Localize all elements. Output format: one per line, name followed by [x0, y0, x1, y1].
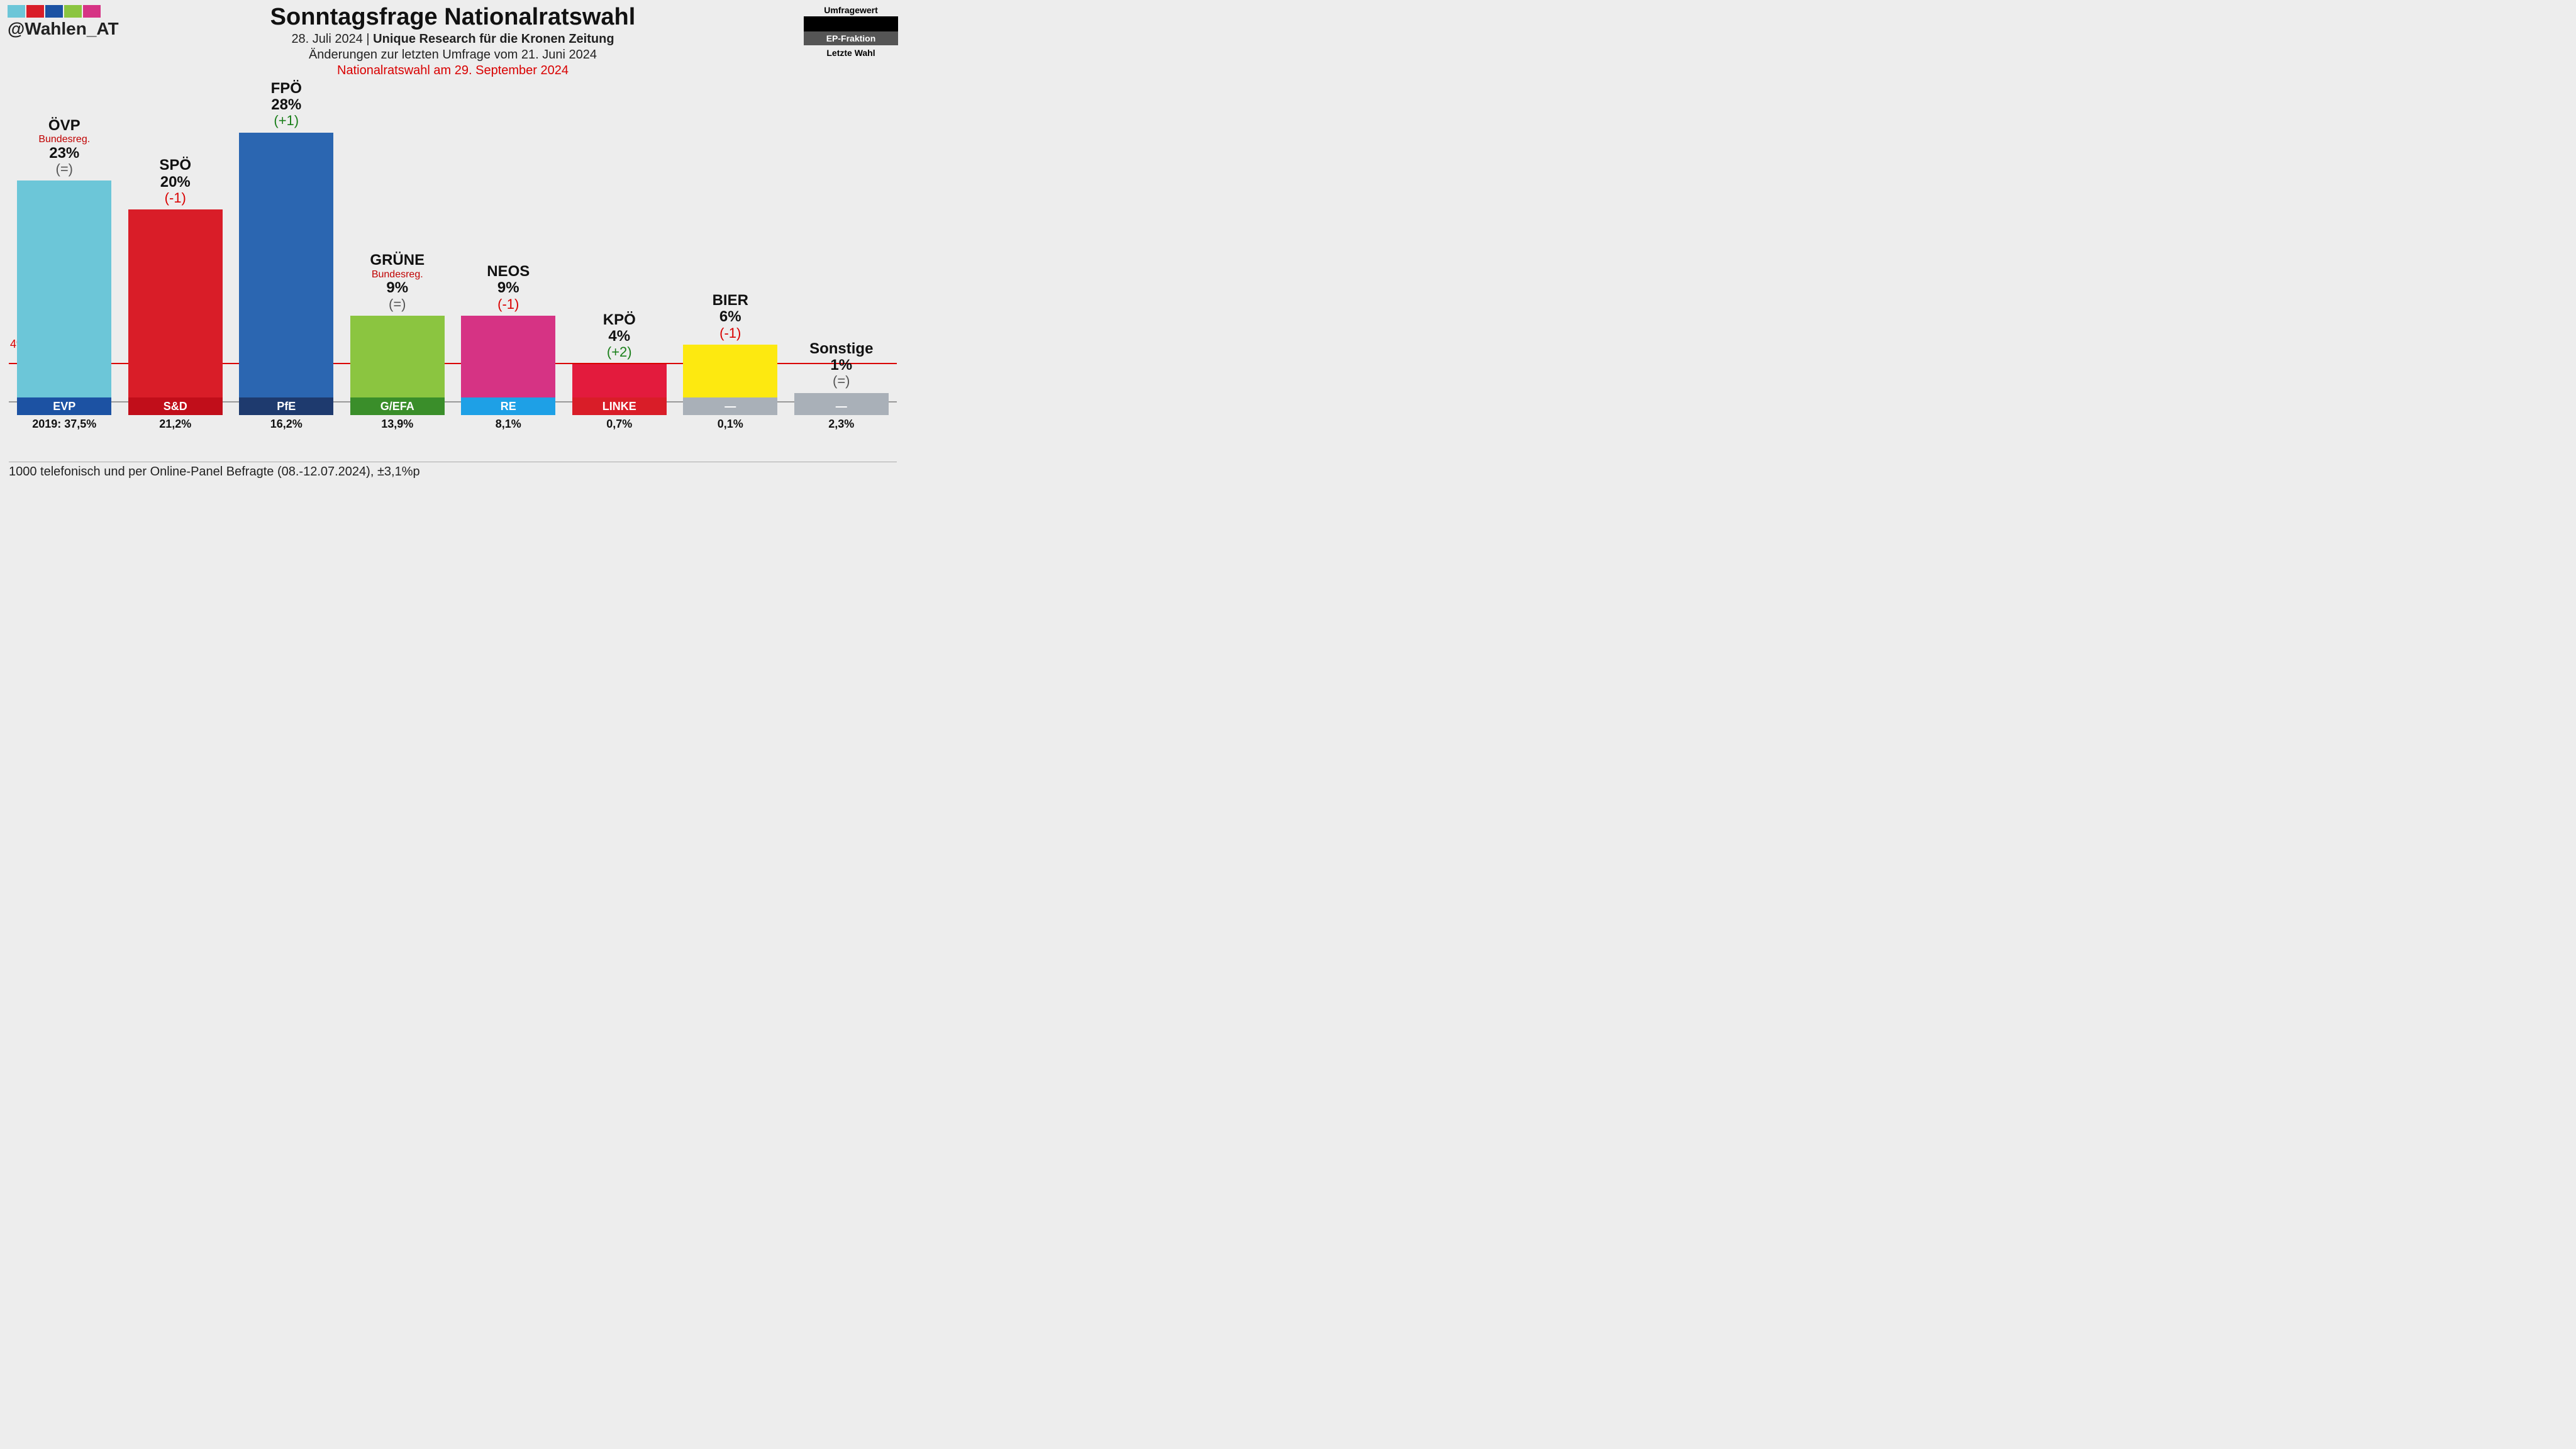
poll-percentage: 1% — [785, 357, 898, 374]
delta-value: (-1) — [119, 191, 232, 206]
bar-labels: SPÖ20%(-1) — [119, 157, 232, 206]
bars-container: ÖVPBundesreg.23%(=)SPÖ20%(-1)FPÖ28%(+1)G… — [9, 113, 897, 402]
poll-percentage: 9% — [452, 280, 565, 296]
previous-result: 16,2% — [239, 418, 333, 431]
party-name: FPÖ — [230, 80, 343, 97]
previous-result: 8,1% — [461, 418, 555, 431]
footer-methodology: 1000 telefonisch und per Online-Panel Be… — [9, 462, 897, 479]
bar — [350, 316, 445, 402]
bar — [239, 133, 333, 402]
ep-fraction-badge: PfE — [239, 397, 333, 415]
government-tag: Bundesreg. — [8, 134, 121, 145]
ep-fraction-badge: RE — [461, 397, 555, 415]
bar — [461, 316, 555, 402]
ep-fraction-badge: EVP — [17, 397, 111, 415]
delta-value: (-1) — [452, 297, 565, 312]
bar-column: FPÖ28%(+1) — [239, 133, 333, 402]
bar-column: SPÖ20%(-1) — [128, 209, 223, 402]
party-name: BIER — [674, 292, 787, 309]
poll-percentage: 9% — [341, 280, 454, 296]
ep-fraction-badge: — — [683, 397, 777, 415]
delta-value: (=) — [785, 374, 898, 389]
poll-percentage: 20% — [119, 174, 232, 191]
bar — [128, 209, 223, 402]
poll-percentage: 23% — [8, 145, 121, 162]
bar — [572, 364, 667, 402]
legend-umfragewert: Umfragewert — [804, 5, 898, 15]
delta-value: (-1) — [674, 326, 787, 341]
ep-fraction-badge: LINKE — [572, 397, 667, 415]
bar-chart: 4% ÖVPBundesreg.23%(=)SPÖ20%(-1)FPÖ28%(+… — [9, 107, 897, 440]
legend-box: Umfragewert EP-Fraktion Letzte Wahl — [804, 5, 898, 58]
ep-fraction-badge: — — [794, 397, 889, 415]
delta-value: (=) — [341, 297, 454, 312]
bar — [17, 180, 111, 402]
poll-percentage: 4% — [563, 328, 676, 345]
party-name: Sonstige — [785, 341, 898, 357]
legend-black-bar — [804, 16, 898, 31]
bar-labels: ÖVPBundesreg.23%(=) — [8, 118, 121, 177]
poll-source: Unique Research für die Kronen Zeitung — [373, 32, 614, 46]
bar-labels: FPÖ28%(+1) — [230, 80, 343, 129]
previous-result: 2019: 37,5% — [17, 418, 111, 431]
plot-area: 4% ÖVPBundesreg.23%(=)SPÖ20%(-1)FPÖ28%(+… — [9, 113, 897, 402]
chart-header: Sonntagsfrage Nationalratswahl 28. Juli … — [0, 4, 906, 78]
previous-result: 2,3% — [794, 418, 889, 431]
changes-line: Änderungen zur letzten Umfrage vom 21. J… — [0, 48, 906, 62]
party-name: GRÜNE — [341, 252, 454, 269]
ep-fraction-badge: S&D — [128, 397, 223, 415]
ep-fraction-badge: G/EFA — [350, 397, 445, 415]
delta-value: (+1) — [230, 113, 343, 128]
party-name: SPÖ — [119, 157, 232, 174]
legend-letzte-wahl: Letzte Wahl — [804, 48, 898, 58]
previous-result: 0,1% — [683, 418, 777, 431]
poll-percentage: 6% — [674, 309, 787, 325]
delta-value: (+2) — [563, 345, 676, 360]
bar-column: NEOS9%(-1) — [461, 316, 555, 402]
bar-column: BIER6%(-1) — [683, 345, 777, 402]
party-name: ÖVP — [8, 118, 121, 134]
bar-labels: NEOS9%(-1) — [452, 264, 565, 312]
party-name: KPÖ — [563, 312, 676, 328]
legend-ep-fraktion: EP-Fraktion — [804, 31, 898, 45]
party-name: NEOS — [452, 264, 565, 280]
bar-labels: BIER6%(-1) — [674, 292, 787, 341]
previous-result: 0,7% — [572, 418, 667, 431]
previous-result: 13,9% — [350, 418, 445, 431]
election-date-line: Nationalratswahl am 29. September 2024 — [0, 64, 906, 78]
chart-title: Sonntagsfrage Nationalratswahl — [0, 4, 906, 31]
bar-column: GRÜNEBundesreg.9%(=) — [350, 316, 445, 402]
previous-result: 21,2% — [128, 418, 223, 431]
bar-labels: Sonstige1%(=) — [785, 341, 898, 389]
delta-value: (=) — [8, 162, 121, 177]
poll-date: 28. Juli 2024 — [291, 32, 362, 46]
previous-result-row: 2019: 37,5% 21,2% 16,2% 13,9% 8,1% 0,7% 0,1% 2,… — [9, 418, 897, 431]
bar-labels: GRÜNEBundesreg.9%(=) — [341, 252, 454, 312]
ep-fraction-row: EVP S&D PfE G/EFA RE LINKE — — — [9, 397, 897, 415]
bar-labels: KPÖ4%(+2) — [563, 312, 676, 360]
bar-column: ÖVPBundesreg.23%(=) — [17, 180, 111, 402]
chart-subtitle: 28. Juli 2024 | Unique Research für die … — [0, 32, 906, 47]
poll-percentage: 28% — [230, 97, 343, 113]
government-tag: Bundesreg. — [341, 269, 454, 280]
bar-column: KPÖ4%(+2) — [572, 364, 667, 402]
bar — [683, 345, 777, 402]
